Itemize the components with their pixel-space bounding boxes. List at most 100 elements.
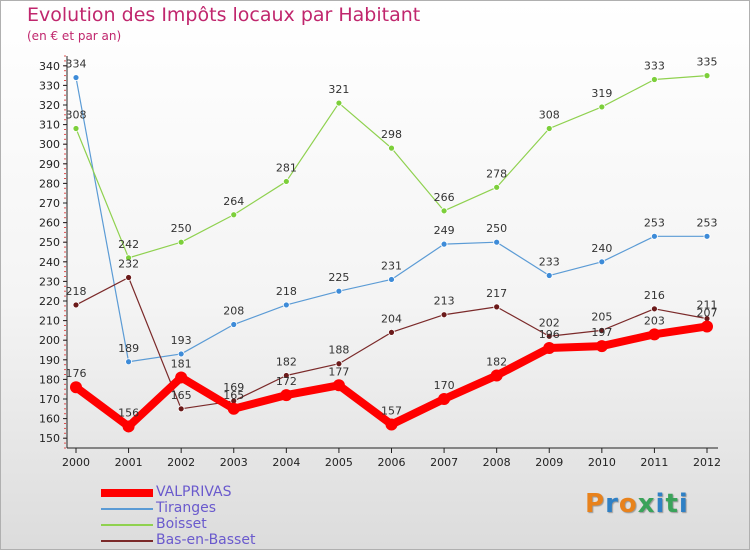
data-label-boisset: 333 xyxy=(644,60,665,73)
data-label-tiranges: 334 xyxy=(66,58,87,71)
data-label-tiranges: 218 xyxy=(276,285,297,298)
data-point-tiranges xyxy=(545,272,553,279)
data-point-tiranges xyxy=(125,358,132,366)
x-tick-label: 2012 xyxy=(693,456,721,469)
data-point-boisset xyxy=(440,207,448,215)
data-label-bas-en-basset: 182 xyxy=(276,355,297,368)
chart-title: Evolution des Impôts locaux par Habitant xyxy=(27,4,421,26)
data-label-valprivas: 203 xyxy=(644,314,665,327)
data-label-bas-en-basset: 218 xyxy=(66,285,87,298)
y-tick-label: 250 xyxy=(39,236,60,249)
data-label-boisset: 278 xyxy=(486,167,507,180)
y-tick-label: 290 xyxy=(39,158,60,171)
data-point-boisset xyxy=(388,144,395,152)
data-point-tiranges xyxy=(440,240,448,248)
y-tick-label: 240 xyxy=(39,256,60,269)
legend-swatch xyxy=(101,508,153,510)
data-point-bas-en-basset xyxy=(125,274,132,281)
data-label-bas-en-basset: 165 xyxy=(171,389,192,402)
data-label-tiranges: 208 xyxy=(223,305,244,318)
data-label-boisset: 308 xyxy=(539,109,560,122)
data-point-tiranges xyxy=(598,258,606,266)
data-point-bas-en-basset xyxy=(545,332,553,340)
data-point-tiranges xyxy=(703,232,711,240)
data-point-tiranges xyxy=(388,276,395,283)
data-point-bas-en-basset xyxy=(177,405,185,413)
data-label-valprivas: 177 xyxy=(328,365,349,378)
data-label-bas-en-basset: 232 xyxy=(118,257,139,270)
data-label-boisset: 298 xyxy=(381,128,402,141)
data-point-boisset xyxy=(598,103,606,111)
data-label-boisset: 264 xyxy=(223,195,244,208)
data-label-tiranges: 253 xyxy=(697,216,718,229)
data-label-tiranges: 233 xyxy=(539,256,560,269)
data-point-valprivas xyxy=(227,402,240,415)
x-tick-label: 2009 xyxy=(535,456,563,469)
data-label-bas-en-basset: 188 xyxy=(328,344,349,357)
legend-label: VALPRIVAS xyxy=(156,484,232,500)
data-label-bas-en-basset: 216 xyxy=(644,289,665,302)
data-point-valprivas xyxy=(543,342,556,355)
data-label-bas-en-basset: 211 xyxy=(697,299,718,312)
y-tick-label: 210 xyxy=(39,315,60,328)
proxiti-logo: Proxiti xyxy=(585,489,689,519)
data-point-boisset xyxy=(282,178,290,185)
legend-item: VALPRIVAS xyxy=(101,484,401,501)
data-point-boisset xyxy=(493,183,501,191)
data-point-bas-en-basset xyxy=(440,311,448,319)
data-label-tiranges: 253 xyxy=(644,216,665,229)
x-tick-label: 2002 xyxy=(167,456,195,469)
data-label-boisset: 321 xyxy=(328,83,349,96)
data-label-tiranges: 193 xyxy=(171,334,192,347)
legend-item: Bas-en-Basset xyxy=(101,532,401,549)
x-tick-label: 2007 xyxy=(430,456,458,469)
data-point-boisset xyxy=(177,238,185,246)
x-tick-label: 2004 xyxy=(272,456,300,469)
data-point-valprivas xyxy=(385,418,398,431)
data-label-valprivas: 165 xyxy=(223,389,244,402)
data-label-boisset: 335 xyxy=(697,56,718,69)
legend-item: Tiranges xyxy=(101,500,401,517)
data-point-boisset xyxy=(703,72,711,79)
legend-swatch xyxy=(101,524,153,526)
data-point-valprivas xyxy=(175,371,188,384)
y-tick-label: 190 xyxy=(39,354,60,367)
data-point-tiranges xyxy=(177,350,185,358)
data-point-tiranges xyxy=(651,232,658,240)
data-label-tiranges: 240 xyxy=(591,242,612,255)
data-point-valprivas xyxy=(332,379,345,392)
legend-item: Boisset xyxy=(101,516,401,533)
y-tick-label: 260 xyxy=(39,217,60,230)
y-tick-label: 150 xyxy=(39,432,60,445)
legend-swatch xyxy=(101,489,153,497)
data-label-tiranges: 249 xyxy=(434,224,455,237)
data-point-bas-en-basset xyxy=(388,328,395,336)
data-point-valprivas xyxy=(595,340,608,353)
x-tick-label: 2011 xyxy=(640,456,668,469)
data-point-tiranges xyxy=(335,287,343,295)
data-label-tiranges: 231 xyxy=(381,259,402,272)
data-label-tiranges: 225 xyxy=(328,271,349,284)
x-tick-label: 2008 xyxy=(483,456,511,469)
y-tick-label: 330 xyxy=(39,79,60,92)
data-point-tiranges xyxy=(493,238,501,246)
data-point-tiranges xyxy=(72,74,80,81)
y-tick-label: 280 xyxy=(39,177,60,190)
data-label-boisset: 308 xyxy=(66,109,87,122)
x-tick-label: 2006 xyxy=(378,456,406,469)
data-label-bas-en-basset: 204 xyxy=(381,312,402,325)
data-label-valprivas: 157 xyxy=(381,404,402,417)
y-tick-label: 320 xyxy=(39,99,60,112)
y-tick-label: 230 xyxy=(39,275,60,288)
data-point-bas-en-basset xyxy=(335,360,343,368)
data-point-valprivas xyxy=(648,328,661,341)
data-point-bas-en-basset xyxy=(598,326,606,334)
data-point-bas-en-basset xyxy=(493,303,501,311)
data-point-bas-en-basset xyxy=(72,301,80,309)
data-label-tiranges: 189 xyxy=(118,342,139,355)
data-label-valprivas: 170 xyxy=(434,379,455,392)
data-point-tiranges xyxy=(282,301,290,309)
data-label-boisset: 281 xyxy=(276,161,297,174)
x-tick-label: 2003 xyxy=(220,456,248,469)
data-label-valprivas: 176 xyxy=(66,367,87,380)
